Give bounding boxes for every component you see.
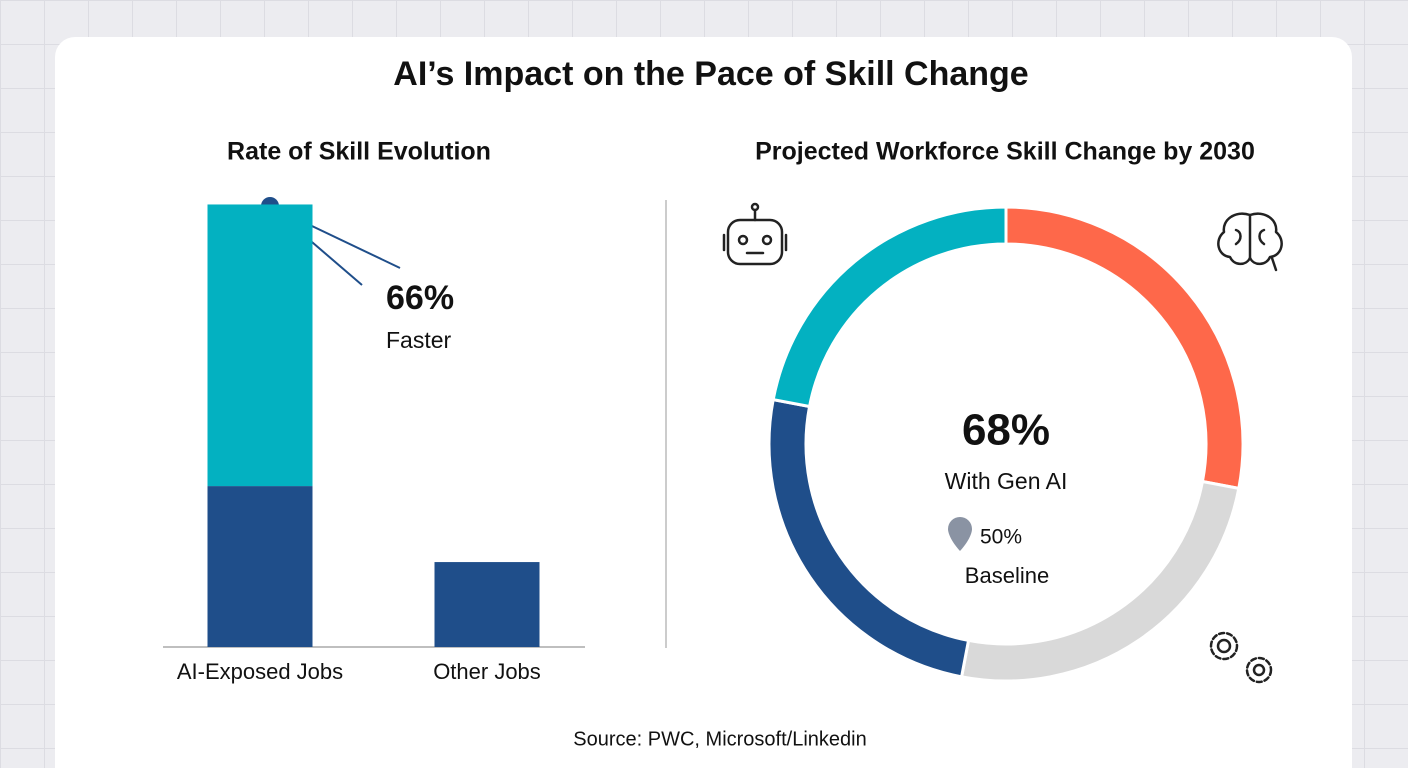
donut-segment — [771, 205, 1008, 409]
bar — [207, 486, 313, 647]
source: Source: PWC, Microsoft/Linkedin — [573, 728, 866, 750]
x-tick-label: Other Jobs — [433, 659, 541, 684]
annotation: 50% — [980, 526, 1022, 549]
bar — [434, 562, 540, 647]
chart-title: Rate of Skill Evolution — [227, 138, 491, 166]
page-title: AI’s Impact on the Pace of Skill Change — [393, 55, 1028, 93]
robot-icon — [722, 202, 788, 266]
brain-icon — [1217, 212, 1283, 272]
annotation: With Gen AI — [945, 468, 1068, 494]
bar — [207, 204, 313, 487]
annotation: Faster — [386, 327, 452, 353]
annotation: 68% — [962, 406, 1050, 455]
annotation: Baseline — [965, 563, 1049, 588]
annotation: 66% — [386, 279, 454, 317]
chart-title: Projected Workforce Skill Change by 2030 — [755, 138, 1255, 166]
x-tick-label: AI-Exposed Jobs — [177, 659, 343, 684]
pin-icon — [948, 517, 972, 551]
gears-icon — [1209, 631, 1273, 684]
